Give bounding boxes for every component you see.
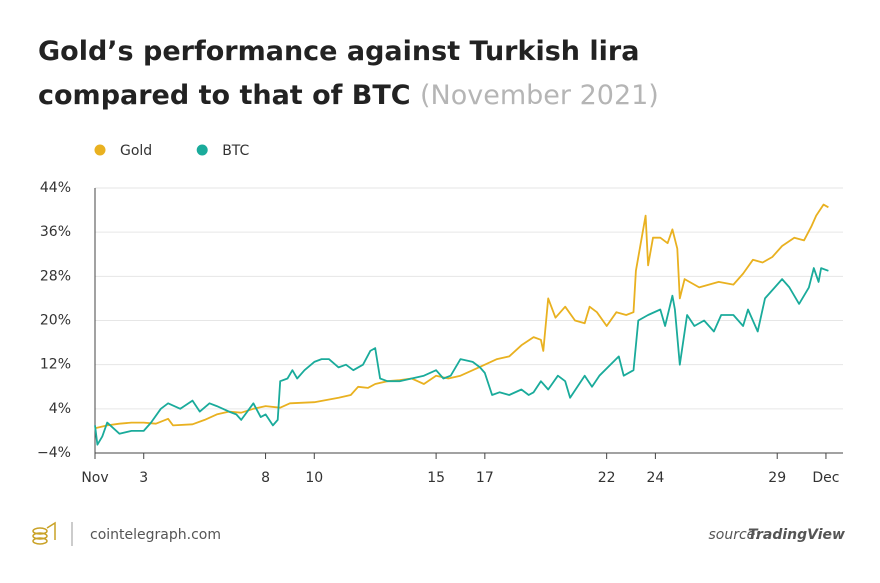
y-tick-label: 20%	[40, 313, 71, 329]
y-tick-label: 12%	[40, 357, 71, 373]
x-tick-label: 22	[598, 470, 616, 486]
y-tick-label: 44%	[40, 180, 71, 196]
y-tick-label: 28%	[40, 268, 71, 284]
y-tick-label: −4%	[37, 445, 71, 461]
x-tick-label: 8	[261, 470, 270, 486]
x-tick-label: Dec	[812, 470, 839, 486]
x-tick-label: 17	[476, 470, 494, 486]
footer-source-label: source:	[708, 527, 760, 543]
chart-subtitle: (November 2021)	[420, 80, 659, 111]
x-tick-label: 15	[427, 470, 445, 486]
footer-site: cointelegraph.com	[90, 527, 221, 543]
line-btc	[94, 267, 829, 446]
legend-marker	[94, 144, 106, 156]
y-tick-label: 36%	[40, 224, 71, 240]
x-tick-label: 24	[646, 470, 664, 486]
footer-source: TradingView	[748, 527, 845, 543]
logo	[32, 521, 56, 545]
x-tick-label: 3	[139, 470, 148, 486]
x-tick-label: 29	[768, 470, 786, 486]
x-tick-label: Nov	[81, 470, 108, 486]
legend-label: Gold	[120, 143, 152, 159]
legend-label: BTC	[222, 143, 249, 159]
x-tick-label: 10	[305, 470, 323, 486]
line-gold	[94, 203, 829, 430]
chart-title-block: Gold’s performance against Turkish lira …	[38, 30, 798, 118]
y-tick-label: 4%	[49, 401, 71, 417]
chart-title: Gold’s performance against Turkish lira …	[38, 36, 640, 111]
legend-marker	[196, 144, 208, 156]
